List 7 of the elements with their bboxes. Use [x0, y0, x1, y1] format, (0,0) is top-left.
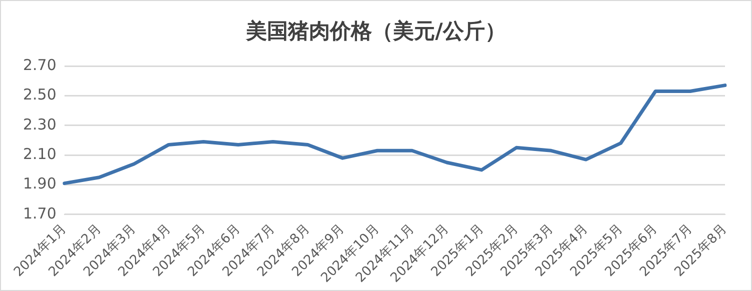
- y-tick-label: 2.50: [22, 86, 56, 104]
- y-tick-label: 2.30: [22, 115, 56, 134]
- chart-title: 美国猪肉价格（美元/公斤）: [244, 18, 507, 45]
- y-tick-label: 1.90: [22, 174, 56, 193]
- y-tick-label: 2.10: [22, 144, 56, 163]
- y-tick-label: 2.70: [22, 56, 56, 74]
- y-tick-label: 1.70: [22, 204, 56, 222]
